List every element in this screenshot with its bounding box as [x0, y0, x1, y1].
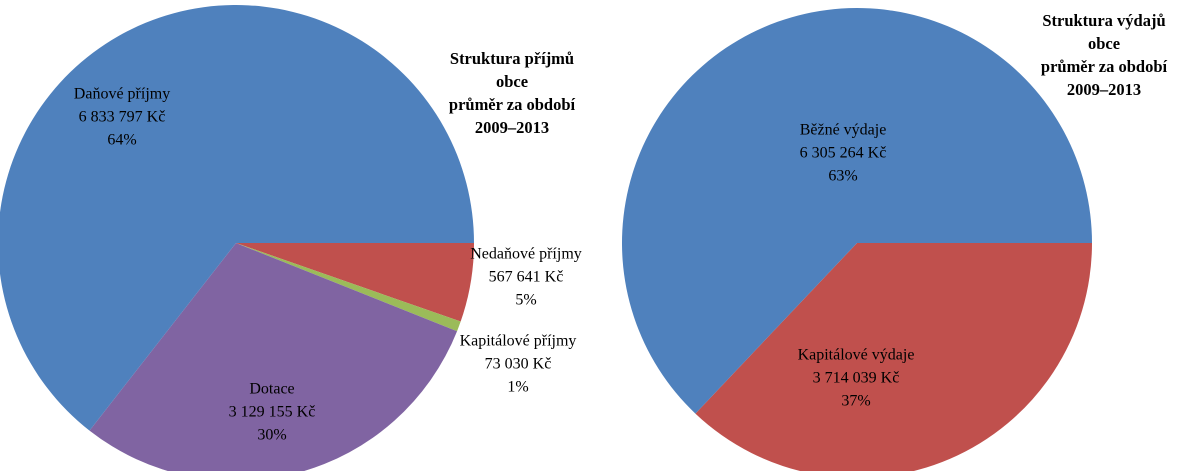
chart-title: Struktura výdajů	[1042, 11, 1165, 30]
pie-slice	[89, 243, 458, 471]
chart-title: Struktura příjmů	[450, 49, 574, 68]
slice-percent: 1%	[507, 379, 528, 396]
pie-slice	[695, 243, 1092, 471]
slice-category: Kapitálové výdaje	[798, 347, 915, 364]
slice-value: 73 030 Kč	[485, 356, 552, 373]
slice-category: Dotace	[249, 381, 294, 398]
slice-percent: 30%	[257, 427, 286, 444]
chart-title: obce	[1088, 34, 1120, 53]
pie-slice	[236, 243, 474, 322]
chart-title: obce	[496, 72, 528, 91]
slice-category: Daňové příjmy	[74, 86, 170, 103]
chart-title: 2009–2013	[1067, 80, 1141, 99]
chart-title: průměr za období	[1041, 57, 1168, 76]
slice-category: Běžné výdaje	[800, 122, 887, 139]
slice-value: 3 129 155 Kč	[229, 404, 316, 421]
slice-category: Kapitálové příjmy	[460, 333, 577, 350]
slice-value: 3 714 039 Kč	[813, 370, 900, 387]
chart-title: průměr za období	[449, 95, 576, 114]
slice-value: 6 833 797 Kč	[79, 109, 166, 126]
slice-value: 6 305 264 Kč	[800, 145, 887, 162]
pie-slice	[236, 243, 461, 332]
chart-title: 2009–2013	[475, 118, 549, 137]
pie-slice	[621, 7, 1092, 414]
slice-percent: 37%	[841, 393, 870, 410]
slice-category: Nedaňové příjmy	[470, 246, 582, 263]
slice-value: 567 641 Kč	[489, 269, 564, 286]
slice-percent: 63%	[828, 168, 857, 185]
pie-slice	[0, 5, 474, 431]
slice-percent: 5%	[515, 292, 536, 309]
slice-percent: 64%	[107, 132, 136, 149]
